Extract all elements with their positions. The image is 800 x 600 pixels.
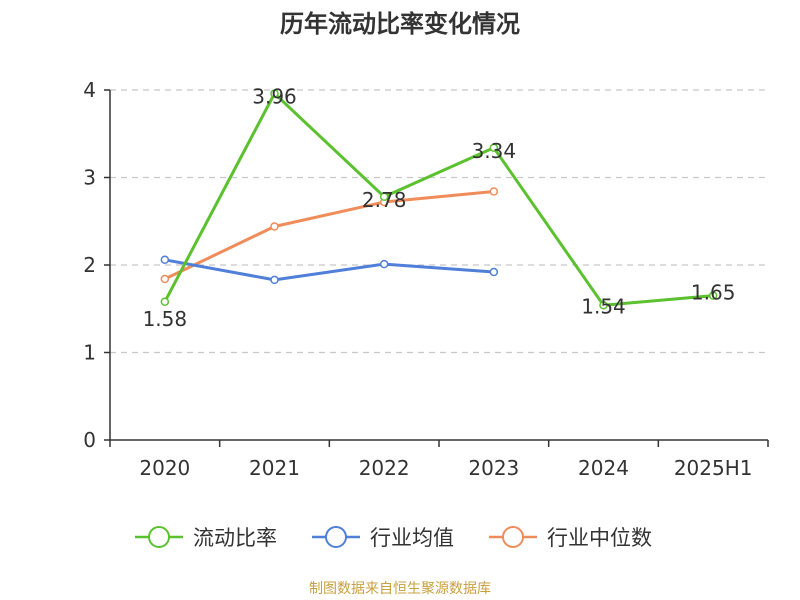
legend-marker-icon <box>148 526 170 548</box>
legend-label: 行业均值 <box>370 526 454 550</box>
x-tick-label: 2024 <box>578 456 629 480</box>
series-line <box>164 190 494 281</box>
legend-item[interactable]: 流动比率 <box>135 526 277 550</box>
y-tick-label: 2 <box>83 253 96 277</box>
data-source-note: 制图数据来自恒生聚源数据库 <box>309 581 491 597</box>
x-tick-label: 2021 <box>249 456 300 480</box>
data-label: 2.78 <box>362 188 407 212</box>
data-point <box>270 275 279 285</box>
label-layer: 1.58 3.96 2.78 3.34 1.54 1.65 <box>143 85 736 331</box>
data-point <box>160 255 170 264</box>
data-point <box>270 222 279 231</box>
y-tick-label: 1 <box>83 341 96 365</box>
series-line <box>163 92 714 307</box>
data-label: 1.54 <box>581 294 626 318</box>
data-point <box>379 192 389 201</box>
series-line <box>164 258 494 282</box>
axis-layer: 0 1 2 3 4 2020 2021 2022 2023 2024 2025H1 <box>83 78 769 480</box>
data-label: 1.65 <box>691 281 736 305</box>
y-tick-label: 0 <box>83 428 96 452</box>
x-tick-label: 2023 <box>468 456 519 480</box>
legend-label: 行业中位数 <box>547 526 652 550</box>
data-point <box>160 297 170 306</box>
data-point <box>489 267 499 277</box>
legend-marker-icon <box>502 526 524 548</box>
legend-item[interactable]: 行业中位数 <box>489 526 652 550</box>
x-tick-label: 2022 <box>359 456 410 480</box>
x-tick-label: 2025H1 <box>674 456 753 480</box>
data-point <box>489 187 499 196</box>
legend-marker-icon <box>325 526 347 548</box>
chart-title: 历年流动比率变化情况 <box>280 10 520 38</box>
legend-item[interactable]: 行业均值 <box>312 526 454 550</box>
x-tick-label: 2020 <box>139 456 190 480</box>
legend-label: 流动比率 <box>193 526 277 550</box>
data-point <box>160 274 170 284</box>
data-point <box>599 301 608 310</box>
data-label: 3.34 <box>472 139 517 163</box>
series-layer <box>160 89 718 310</box>
data-point <box>708 291 718 300</box>
data-label: 3.96 <box>252 85 297 109</box>
data-point <box>489 143 499 152</box>
legend[interactable]: 流动比率 行业均值 行业中位数 <box>135 526 652 550</box>
y-tick-label: 3 <box>83 166 96 190</box>
data-label: 1.58 <box>143 307 188 331</box>
data-point <box>379 259 389 269</box>
y-tick-label: 4 <box>83 78 96 102</box>
data-point <box>270 89 279 98</box>
